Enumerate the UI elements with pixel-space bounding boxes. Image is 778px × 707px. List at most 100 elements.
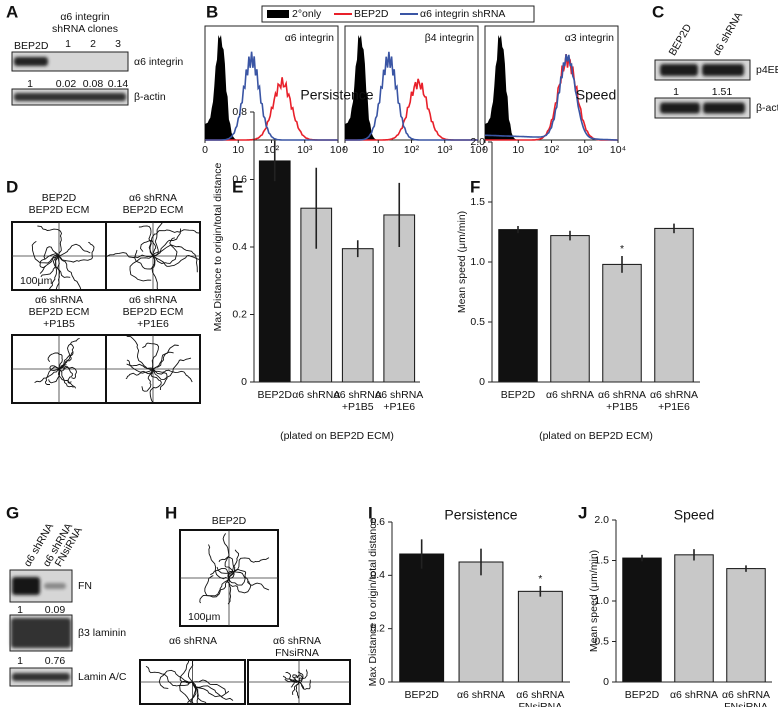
label: 1.51	[712, 86, 733, 98]
cell-track	[55, 255, 61, 290]
y-tick-label: 1.0	[594, 595, 609, 607]
bar	[622, 557, 662, 683]
cell-track	[152, 351, 174, 370]
tracks	[282, 669, 311, 699]
cell-track	[125, 368, 154, 380]
x-tick-label: 10³	[437, 144, 453, 156]
condition-label: BEP2D ECM	[123, 306, 184, 318]
x-tick-label: 10²	[264, 144, 280, 156]
x-tick-label: BEP2D	[501, 389, 536, 401]
condition-label: +P1B5	[43, 318, 75, 330]
x-tick-label: α6 shRNA	[650, 389, 698, 401]
panel-letter: D	[6, 177, 18, 196]
condition-label: α6 shRNA	[169, 635, 217, 647]
blot	[11, 51, 129, 72]
y-axis-label: Max Distance to origin/total distance	[367, 518, 379, 687]
x-tick-label: BEP2D	[404, 689, 439, 701]
y-tick-label: 0.5	[594, 635, 609, 647]
cell-track	[40, 255, 60, 278]
y-tick-label: 0.4	[370, 569, 385, 581]
x-tick-label: 10²	[404, 144, 420, 156]
histogram-title: β4 integrin	[425, 32, 474, 44]
label: shRNA clones	[52, 23, 118, 35]
cell-track	[227, 577, 232, 605]
blot-band	[12, 577, 40, 595]
label: p4EBP1	[756, 64, 778, 76]
x-tick-label: α6 shRNA	[546, 389, 594, 401]
cell-track	[152, 237, 178, 264]
bar	[674, 554, 714, 683]
x-tick-label: BEP2D	[625, 689, 660, 701]
cell-track	[152, 344, 179, 370]
condition-label: BEP2D ECM	[29, 204, 90, 216]
label: β-actin	[756, 102, 778, 114]
cell-track	[148, 229, 200, 257]
y-tick-label: 0.4	[232, 241, 247, 253]
cell-track	[47, 352, 63, 370]
cell-track	[126, 335, 154, 371]
bar	[726, 568, 766, 683]
label: 0.09	[45, 604, 66, 616]
chart-title: Persistence	[300, 87, 373, 103]
x-tick-label: 10⁴	[610, 144, 626, 156]
label: 2	[90, 38, 96, 50]
bar	[498, 229, 538, 383]
cell-track	[187, 681, 197, 704]
cell-track	[152, 228, 182, 257]
cell-track	[179, 660, 193, 684]
x-tick-label: FNsiRNA	[724, 701, 768, 707]
label: α6 integrin	[60, 11, 109, 23]
x-tick-label: FNsiRNA	[518, 701, 562, 707]
x-axis-note: (plated on BEP2D ECM)	[539, 430, 653, 442]
y-tick-label: 0.2	[232, 308, 247, 320]
cell-track	[37, 225, 62, 256]
legend-swatch	[267, 10, 289, 18]
histogram-title: α6 integrin	[285, 32, 334, 44]
tracks	[31, 225, 95, 290]
x-tick-label: +P1E6	[658, 401, 690, 413]
cell-track	[190, 681, 197, 704]
cell-track	[152, 368, 168, 390]
cell-track	[158, 669, 193, 689]
blot-band	[11, 618, 71, 648]
scale-bar: 100μm	[20, 275, 53, 287]
condition-label: FNsiRNA	[275, 647, 319, 659]
chart-title: Persistence	[444, 507, 517, 523]
label: β-actin	[134, 91, 166, 103]
cell-track	[58, 351, 73, 370]
cell-track	[192, 681, 230, 698]
condition-label: α6 shRNA	[129, 192, 177, 204]
cell-track	[138, 225, 154, 257]
x-tick-label: 0	[202, 144, 208, 156]
panel-letter: G	[6, 503, 19, 522]
cell-track	[218, 556, 236, 579]
chart-title: Speed	[576, 87, 616, 103]
panel-letter: B	[206, 2, 218, 21]
tracks	[106, 222, 200, 290]
y-axis-label: Mean speed (μm/min)	[588, 550, 600, 652]
cell-track	[152, 255, 200, 267]
histogram-isotype	[485, 35, 618, 140]
cell-track	[126, 359, 154, 373]
y-tick-label: 1.5	[470, 196, 485, 208]
cell-track	[149, 368, 162, 403]
condition-label: +P1E6	[137, 318, 169, 330]
y-tick-label: 0	[479, 376, 485, 388]
histogram-isotype	[205, 35, 338, 140]
panel-letter: E	[232, 177, 243, 196]
label: FN	[78, 580, 92, 592]
tracks	[145, 660, 234, 704]
x-tick-label: α6 shRNA	[457, 689, 505, 701]
label: BEP2D	[14, 40, 49, 52]
x-tick-label: α6 shRNA	[516, 689, 564, 701]
label: 1	[673, 86, 679, 98]
cell-track	[58, 368, 74, 388]
x-tick-label: 10⁴	[470, 144, 486, 156]
label: 3	[115, 38, 121, 50]
label: 1	[17, 604, 23, 616]
condition-label: α6 shRNA	[273, 635, 321, 647]
tracks	[125, 335, 193, 403]
y-tick-label: 0	[603, 676, 609, 688]
y-tick-label: 0.8	[232, 106, 247, 118]
x-tick-label: 0	[482, 144, 488, 156]
